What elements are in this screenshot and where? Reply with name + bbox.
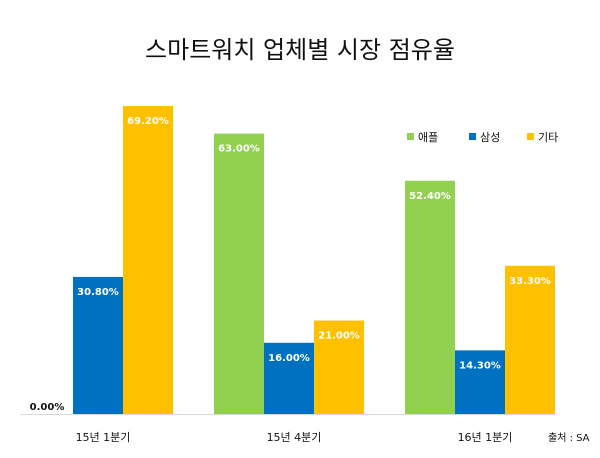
- category-label-2: 16년 1분기: [458, 431, 513, 444]
- bar-삼성-2: [455, 350, 505, 414]
- data-label-기타-1: 21.00%: [318, 331, 360, 342]
- plot-area: 0.00% 30.80% 69.20% 15년 1분기 63.00% 16.00% 21.0…: [20, 106, 555, 444]
- data-label-애플-2: 52.40%: [409, 191, 451, 202]
- legend-swatch-애플: [407, 133, 414, 140]
- bar-기타-1: [314, 320, 364, 414]
- data-label-삼성-2: 14.30%: [459, 360, 501, 371]
- legend-label-기타: 기타: [538, 131, 558, 144]
- legend-label-삼성: 삼성: [480, 131, 500, 144]
- source-note: 출처 : SA: [548, 432, 590, 444]
- bar-삼성-0: [73, 276, 123, 414]
- bar-기타-2: [505, 265, 555, 414]
- legend-swatch-기타: [527, 133, 534, 140]
- legend: 애플 삼성 기타: [407, 131, 558, 144]
- chart-title: 스마트워치 업체별 시장 점유율: [145, 36, 455, 64]
- bar-삼성-1: [264, 342, 314, 414]
- bar-애플-2: [405, 180, 455, 414]
- data-label-삼성-0: 30.80%: [77, 287, 119, 298]
- data-label-애플-1: 63.00%: [218, 144, 260, 155]
- category-label-1: 15년 4분기: [267, 431, 322, 444]
- data-label-애플-0: 0.00%: [30, 402, 65, 413]
- data-label-기타-0: 69.20%: [127, 116, 169, 127]
- bar-기타-0: [123, 106, 173, 414]
- legend-label-애플: 애플: [418, 131, 438, 144]
- data-label-기타-2: 33.30%: [509, 276, 551, 287]
- legend-swatch-삼성: [469, 133, 476, 140]
- category-label-0: 15년 1분기: [76, 431, 131, 444]
- bar-애플-1: [214, 133, 264, 414]
- data-label-삼성-1: 16.00%: [268, 353, 310, 364]
